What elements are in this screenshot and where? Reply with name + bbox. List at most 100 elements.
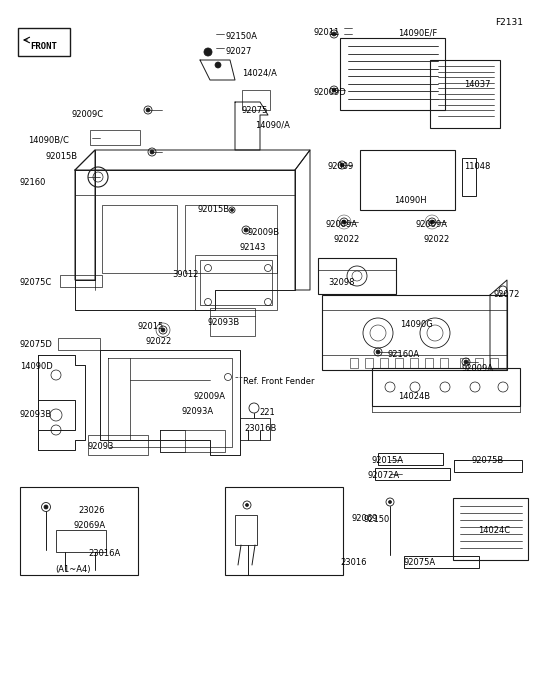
Circle shape — [215, 62, 221, 68]
Text: 92009A: 92009A — [462, 364, 494, 373]
Text: 92009C: 92009C — [72, 110, 104, 119]
Bar — [322, 295, 507, 370]
Bar — [365, 358, 373, 368]
Text: 92009A: 92009A — [416, 220, 448, 229]
Text: 92015: 92015 — [138, 322, 164, 331]
Bar — [102, 205, 177, 273]
Circle shape — [245, 504, 249, 507]
Text: 14090B/C: 14090B/C — [28, 135, 69, 144]
Bar — [340, 38, 445, 110]
Text: 92075A: 92075A — [404, 558, 436, 567]
Text: 92022: 92022 — [333, 235, 359, 244]
Bar — [430, 60, 500, 128]
Text: 92150: 92150 — [364, 515, 390, 524]
Bar — [378, 453, 443, 465]
Text: 92093A: 92093A — [181, 407, 213, 416]
Text: 92015B: 92015B — [198, 205, 230, 214]
Circle shape — [332, 88, 336, 92]
Text: 92075B: 92075B — [471, 456, 503, 465]
Bar — [210, 308, 255, 336]
Text: 39012: 39012 — [172, 270, 199, 279]
Text: 92015A: 92015A — [372, 456, 404, 465]
Text: 14024B: 14024B — [398, 392, 430, 401]
Circle shape — [230, 209, 234, 211]
Circle shape — [430, 220, 434, 224]
Text: 92009A: 92009A — [325, 220, 357, 229]
Bar — [375, 468, 450, 480]
Text: 14090/A: 14090/A — [255, 120, 290, 129]
Bar — [360, 150, 455, 210]
Text: 14037: 14037 — [464, 80, 491, 89]
Circle shape — [204, 48, 212, 56]
Circle shape — [388, 500, 392, 504]
Bar — [242, 90, 270, 110]
Bar — [88, 435, 148, 455]
Text: 92069A: 92069A — [73, 521, 105, 530]
Circle shape — [376, 350, 380, 354]
Bar — [240, 418, 270, 440]
Bar — [60, 275, 102, 287]
Text: 92093B: 92093B — [20, 410, 52, 419]
Text: 92075D: 92075D — [20, 340, 53, 349]
Bar — [490, 358, 498, 368]
Bar — [350, 358, 358, 368]
Bar — [90, 130, 140, 145]
Text: 23016: 23016 — [340, 558, 366, 567]
Circle shape — [332, 32, 336, 36]
Text: 221: 221 — [259, 408, 275, 417]
Text: 23026: 23026 — [78, 506, 104, 515]
Text: 92027: 92027 — [225, 47, 251, 56]
Text: 92009D: 92009D — [313, 88, 346, 97]
Text: 92093: 92093 — [88, 442, 114, 451]
Text: 92072A: 92072A — [368, 471, 400, 480]
Circle shape — [44, 505, 48, 509]
Circle shape — [161, 328, 165, 332]
Bar — [20, 487, 138, 575]
Text: 14090H: 14090H — [394, 196, 427, 205]
Text: (A1~A4): (A1~A4) — [55, 565, 91, 574]
Bar — [475, 358, 483, 368]
Text: 92150A: 92150A — [225, 32, 257, 41]
Text: 92075C: 92075C — [20, 278, 52, 287]
Text: 92143: 92143 — [240, 243, 266, 252]
Text: Ref. Front Fender: Ref. Front Fender — [243, 377, 315, 386]
Text: 92072: 92072 — [494, 290, 520, 299]
Bar — [395, 358, 403, 368]
Circle shape — [340, 163, 344, 167]
Bar — [185, 205, 277, 273]
Bar — [380, 358, 388, 368]
Circle shape — [150, 150, 154, 154]
Bar — [58, 338, 100, 350]
Bar — [200, 260, 272, 305]
Text: 92093B: 92093B — [208, 318, 240, 327]
Text: 14090G: 14090G — [400, 320, 433, 329]
Text: FRONT: FRONT — [31, 41, 57, 50]
Text: 14024/A: 14024/A — [242, 68, 277, 77]
Text: 92022: 92022 — [424, 235, 450, 244]
Bar — [460, 358, 468, 368]
Bar — [18, 28, 70, 56]
Bar — [440, 358, 448, 368]
Text: 14090E/F: 14090E/F — [398, 28, 437, 37]
Bar — [453, 498, 528, 560]
Text: 11048: 11048 — [464, 162, 491, 171]
Bar — [225, 487, 343, 575]
Bar — [235, 515, 257, 545]
Bar — [160, 430, 225, 452]
Text: 32098: 32098 — [328, 278, 355, 287]
Bar — [318, 258, 396, 294]
Circle shape — [342, 220, 346, 224]
Text: 92015B: 92015B — [46, 152, 78, 161]
Text: 92160: 92160 — [20, 178, 46, 187]
Text: 92160A: 92160A — [388, 350, 420, 359]
Circle shape — [464, 360, 468, 364]
Text: 92009: 92009 — [328, 162, 354, 171]
Text: 92011: 92011 — [313, 28, 339, 37]
Bar — [195, 255, 277, 310]
Text: 92009B: 92009B — [248, 228, 280, 237]
Text: 14090D: 14090D — [20, 362, 53, 371]
Text: 92075: 92075 — [242, 106, 268, 115]
Bar — [454, 460, 522, 472]
Bar — [410, 358, 418, 368]
Bar — [372, 368, 520, 406]
